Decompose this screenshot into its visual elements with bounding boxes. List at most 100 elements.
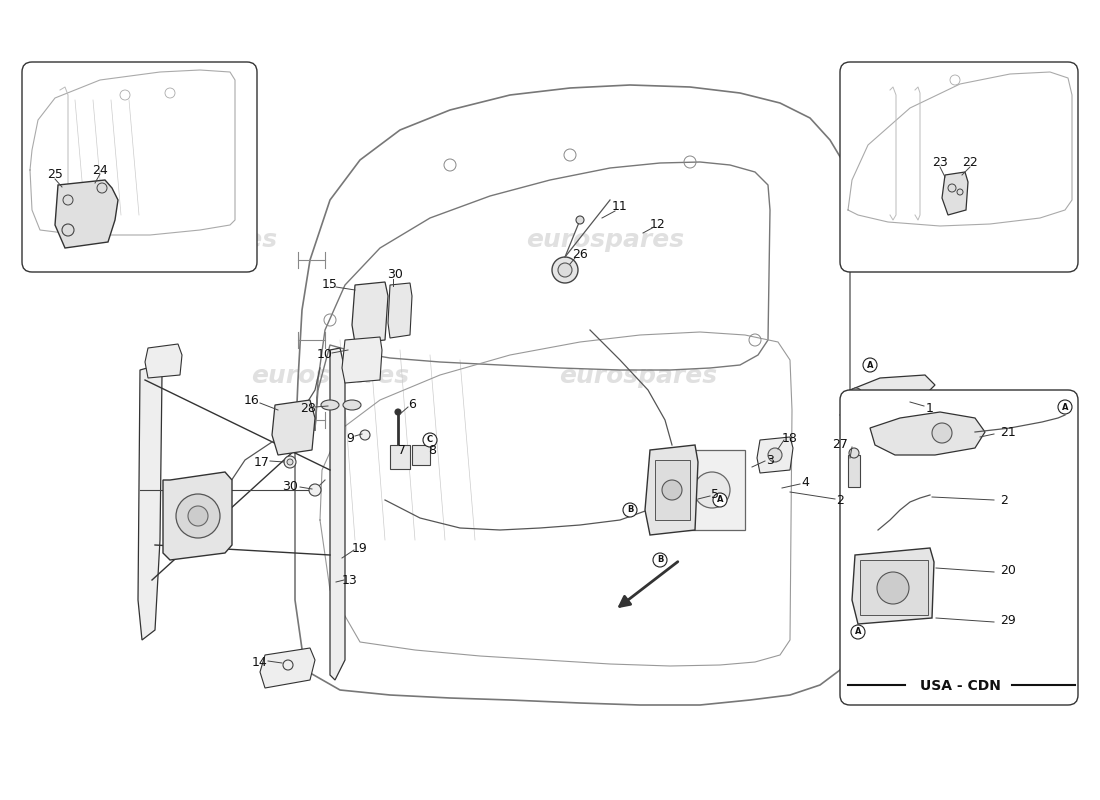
Text: 1: 1 <box>926 402 934 414</box>
Circle shape <box>864 358 877 372</box>
Text: eurospares: eurospares <box>526 228 684 252</box>
Circle shape <box>957 189 962 195</box>
Polygon shape <box>942 172 968 215</box>
Text: 17: 17 <box>254 455 270 469</box>
Polygon shape <box>260 648 315 688</box>
Polygon shape <box>645 445 698 535</box>
Bar <box>848 455 860 487</box>
Polygon shape <box>272 400 315 455</box>
Circle shape <box>63 195 73 205</box>
Text: 9: 9 <box>346 431 354 445</box>
FancyBboxPatch shape <box>840 390 1078 705</box>
Circle shape <box>850 388 862 400</box>
Text: 26: 26 <box>572 247 587 261</box>
Text: A: A <box>717 495 724 505</box>
Text: 28: 28 <box>300 402 316 414</box>
Text: 11: 11 <box>612 201 628 214</box>
Polygon shape <box>845 375 935 412</box>
Text: eurospares: eurospares <box>251 364 409 388</box>
Text: 10: 10 <box>317 349 333 362</box>
Text: 25: 25 <box>47 169 63 182</box>
Text: 24: 24 <box>92 163 108 177</box>
Text: 2: 2 <box>836 494 844 506</box>
Text: 19: 19 <box>352 542 367 554</box>
Text: 4: 4 <box>801 477 808 490</box>
Text: A: A <box>1062 402 1068 411</box>
Bar <box>412 445 430 465</box>
Text: 8: 8 <box>428 443 436 457</box>
Text: eurospares: eurospares <box>119 228 277 252</box>
Circle shape <box>424 433 437 447</box>
Text: 3: 3 <box>766 454 774 466</box>
Text: 29: 29 <box>1000 614 1015 626</box>
Text: 23: 23 <box>932 157 948 170</box>
Text: C: C <box>427 435 433 445</box>
Text: 21: 21 <box>1000 426 1015 438</box>
Circle shape <box>1058 400 1072 414</box>
Text: 13: 13 <box>342 574 358 586</box>
Circle shape <box>768 448 782 462</box>
Text: 18: 18 <box>782 431 797 445</box>
Circle shape <box>97 183 107 193</box>
Polygon shape <box>352 282 388 343</box>
Bar <box>680 450 745 530</box>
Circle shape <box>851 625 865 639</box>
Text: 15: 15 <box>322 278 338 290</box>
Polygon shape <box>55 180 118 248</box>
Text: 27: 27 <box>832 438 848 451</box>
Text: 20: 20 <box>1000 563 1016 577</box>
Circle shape <box>948 184 956 192</box>
Circle shape <box>877 572 909 604</box>
Polygon shape <box>852 548 934 624</box>
Circle shape <box>287 459 293 465</box>
Circle shape <box>188 506 208 526</box>
Polygon shape <box>870 412 984 455</box>
Circle shape <box>849 448 859 458</box>
Polygon shape <box>138 365 162 640</box>
Circle shape <box>653 553 667 567</box>
FancyBboxPatch shape <box>840 62 1078 272</box>
Circle shape <box>558 263 572 277</box>
Bar <box>654 460 690 520</box>
Polygon shape <box>145 344 182 378</box>
Circle shape <box>284 456 296 468</box>
Polygon shape <box>342 337 382 383</box>
Text: B: B <box>657 555 663 565</box>
Circle shape <box>932 423 952 443</box>
Polygon shape <box>388 283 412 338</box>
Circle shape <box>713 493 727 507</box>
Text: 12: 12 <box>650 218 666 230</box>
Text: 6: 6 <box>408 398 416 410</box>
Text: B: B <box>627 506 634 514</box>
Ellipse shape <box>343 400 361 410</box>
Circle shape <box>62 224 74 236</box>
Circle shape <box>395 409 402 415</box>
Circle shape <box>360 430 370 440</box>
Text: 7: 7 <box>398 443 406 457</box>
Polygon shape <box>757 437 793 473</box>
Text: USA - CDN: USA - CDN <box>920 679 1000 693</box>
Ellipse shape <box>321 400 339 410</box>
Circle shape <box>176 494 220 538</box>
Circle shape <box>576 216 584 224</box>
FancyBboxPatch shape <box>22 62 257 272</box>
Text: A: A <box>855 627 861 637</box>
Circle shape <box>552 257 578 283</box>
Text: A: A <box>867 361 873 370</box>
Circle shape <box>662 480 682 500</box>
Text: 14: 14 <box>252 655 268 669</box>
Polygon shape <box>163 472 232 560</box>
Circle shape <box>623 503 637 517</box>
Circle shape <box>309 484 321 496</box>
Text: 16: 16 <box>244 394 260 406</box>
Text: 30: 30 <box>282 481 298 494</box>
Text: 5: 5 <box>711 489 719 502</box>
Polygon shape <box>330 348 345 680</box>
Text: eurospares: eurospares <box>559 364 717 388</box>
Text: 22: 22 <box>962 157 978 170</box>
Text: 30: 30 <box>387 267 403 281</box>
Bar <box>860 560 928 615</box>
Circle shape <box>694 472 730 508</box>
Text: 2: 2 <box>1000 494 1008 506</box>
Bar <box>390 445 410 469</box>
